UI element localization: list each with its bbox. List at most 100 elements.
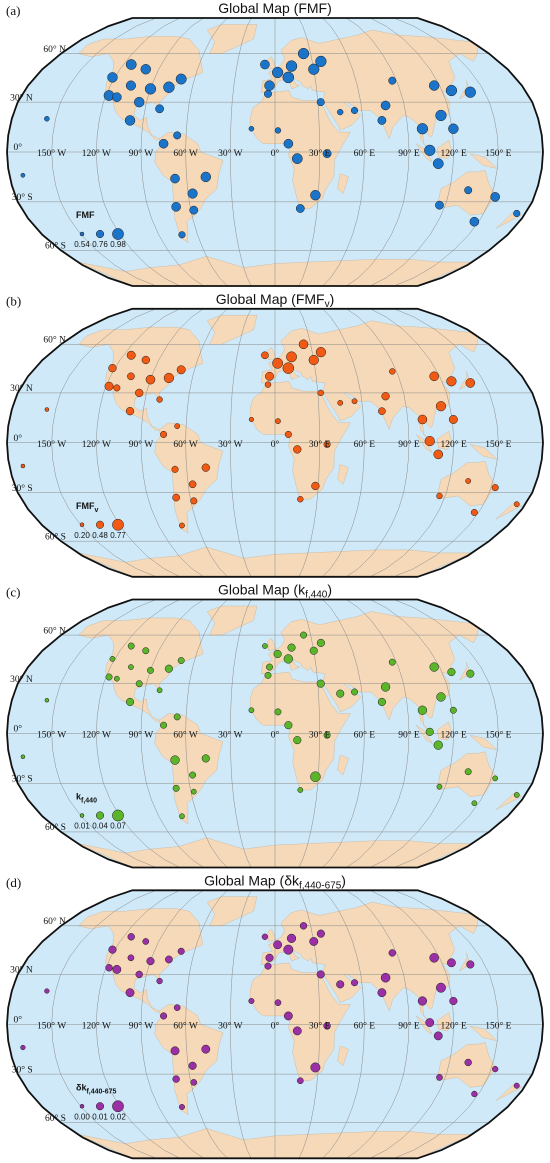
site-marker xyxy=(378,407,386,416)
site-marker xyxy=(274,999,282,1006)
latitude-label: 60° S xyxy=(45,531,66,542)
site-marker xyxy=(248,416,254,423)
site-marker xyxy=(108,364,117,373)
site-marker xyxy=(147,666,154,674)
longitude-label: 30° W xyxy=(218,148,243,159)
longitude-label: 90° E xyxy=(398,1020,420,1031)
longitude-label: 90° W xyxy=(129,148,154,159)
panel-label: (c) xyxy=(6,584,20,599)
map-border xyxy=(6,307,544,578)
latitude-label: 30° S xyxy=(12,1064,33,1075)
legend-marker xyxy=(79,813,85,818)
site-marker xyxy=(105,964,113,972)
site-marker xyxy=(389,368,396,375)
legend-title: δkf,440-675 xyxy=(76,1083,117,1095)
title-subscript: v xyxy=(325,298,330,309)
site-marker xyxy=(464,186,473,195)
site-marker xyxy=(125,988,135,998)
land xyxy=(436,430,453,450)
map-border xyxy=(6,889,544,1160)
panel-label: (d) xyxy=(6,875,21,890)
site-marker xyxy=(146,957,155,966)
title-end: ) xyxy=(330,290,335,306)
site-marker xyxy=(145,374,156,385)
legend-marker xyxy=(79,522,85,527)
site-marker xyxy=(377,988,387,998)
site-marker xyxy=(20,463,26,469)
legend-label: 0.20 xyxy=(74,531,90,540)
site-marker xyxy=(417,414,428,425)
legend-marker xyxy=(95,1102,105,1111)
site-marker xyxy=(350,106,359,115)
site-marker xyxy=(248,707,255,714)
site-marker xyxy=(142,938,150,945)
site-marker xyxy=(436,692,446,702)
site-marker xyxy=(429,953,439,963)
site-marker xyxy=(388,76,397,85)
site-marker xyxy=(283,138,294,149)
land xyxy=(415,143,433,163)
site-marker xyxy=(308,63,320,75)
land xyxy=(459,952,471,972)
site-marker xyxy=(381,392,390,401)
longitude-label: 30° E xyxy=(309,148,331,159)
land xyxy=(415,434,433,453)
legend-title-text: FMF xyxy=(76,501,95,511)
site-marker xyxy=(388,949,396,957)
site-marker xyxy=(513,209,521,218)
site-marker xyxy=(284,721,293,730)
latitude-label: 30° N xyxy=(10,92,33,103)
site-marker xyxy=(189,771,197,779)
site-marker xyxy=(177,657,185,664)
latitude-label: 30° S xyxy=(12,483,33,494)
site-marker xyxy=(44,407,50,412)
legend-title: FMF xyxy=(76,210,95,220)
site-marker xyxy=(465,378,476,388)
longitude-label: 150° E xyxy=(485,439,511,450)
land xyxy=(78,617,204,723)
site-marker xyxy=(315,347,326,358)
site-marker xyxy=(491,484,499,492)
site-marker xyxy=(337,108,344,116)
site-marker xyxy=(471,1090,478,1098)
legend-marker xyxy=(112,518,124,531)
site-marker xyxy=(113,675,120,682)
site-marker xyxy=(175,73,187,85)
title-text: Global Map (δk xyxy=(204,872,300,888)
site-marker xyxy=(464,1058,472,1067)
site-marker xyxy=(466,669,475,678)
site-marker xyxy=(135,970,143,979)
longitude-label: 60° E xyxy=(354,148,376,159)
site-marker xyxy=(177,947,185,955)
site-marker xyxy=(295,204,305,213)
site-marker xyxy=(264,89,272,98)
site-marker xyxy=(264,671,272,679)
site-marker xyxy=(272,66,284,79)
site-marker xyxy=(425,727,434,736)
legend-label: 0.98 xyxy=(110,240,126,249)
longitude-label: 60° E xyxy=(354,730,376,741)
site-marker xyxy=(248,998,255,1004)
site-marker xyxy=(492,775,499,782)
land xyxy=(78,327,204,432)
site-marker xyxy=(272,357,284,369)
site-marker xyxy=(20,754,26,760)
site-marker xyxy=(377,116,387,125)
legend-title: kf,440 xyxy=(76,792,97,804)
legend-marker xyxy=(79,1104,85,1109)
land xyxy=(206,896,258,926)
site-marker xyxy=(436,1074,443,1081)
land xyxy=(267,637,277,651)
map-panel: (c) Global Map (kf,440)60° N30° N0°30° S6… xyxy=(6,581,544,869)
longitude-label: 90° E xyxy=(398,148,420,159)
site-marker xyxy=(282,362,295,374)
site-marker xyxy=(44,116,50,122)
site-marker xyxy=(416,123,429,135)
longitude-label: 90° W xyxy=(129,439,154,450)
site-marker xyxy=(156,977,163,985)
site-marker xyxy=(351,398,358,405)
longitude-label: 120° W xyxy=(82,439,111,450)
site-marker xyxy=(513,501,520,508)
site-marker xyxy=(469,216,480,227)
land xyxy=(206,315,258,345)
